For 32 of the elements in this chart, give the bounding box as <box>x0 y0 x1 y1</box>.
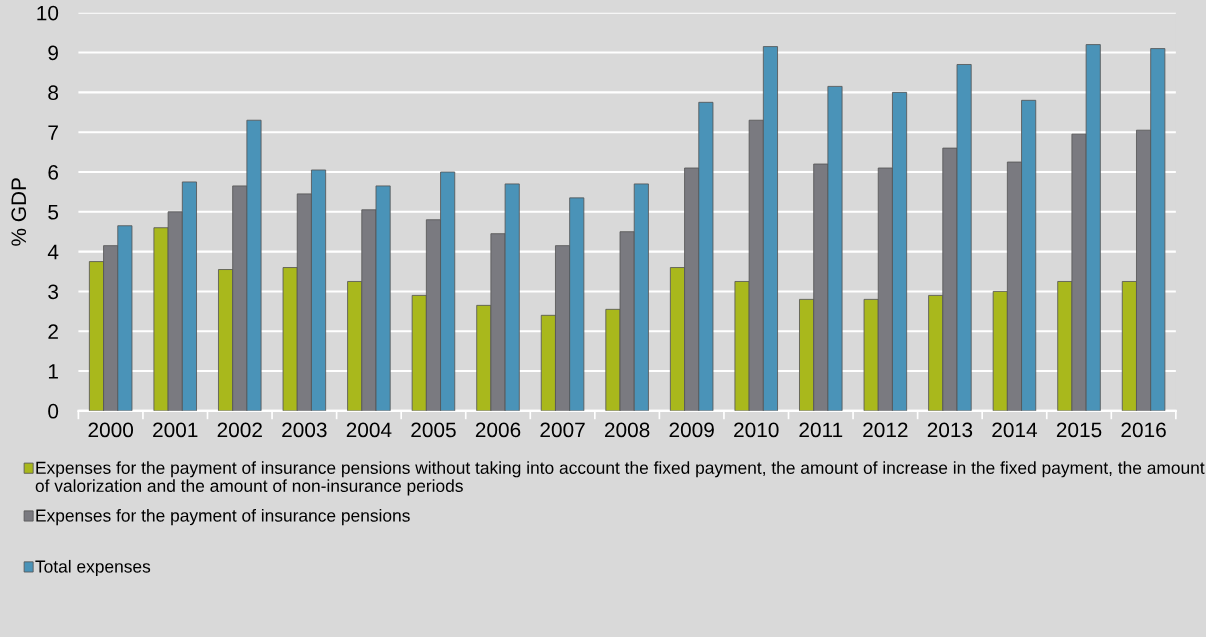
y-axis-title: % GDP <box>11 178 27 246</box>
x-tick-label: 2012 <box>863 422 908 438</box>
legend-label: Expenses for the payment of insurance pensions <box>36 508 410 526</box>
y-tick-label: 8 <box>48 85 59 101</box>
x-tick-label: 2005 <box>411 422 456 438</box>
x-tick-label: 2009 <box>669 422 714 438</box>
x-tick-label: 2010 <box>734 422 779 438</box>
x-tick-label: 2015 <box>1056 422 1102 438</box>
y-tick-label: 2 <box>48 324 58 339</box>
x-tick-label: 2008 <box>605 422 650 438</box>
legend-label: Total expenses <box>35 559 151 577</box>
x-tick-label: 2007 <box>540 422 585 438</box>
y-tick-label: 10 <box>37 5 59 21</box>
y-tick-label: 0 <box>48 403 59 419</box>
x-tick-label: 2011 <box>799 422 843 438</box>
legend-label: Expenses for the payment of insurance pensions without taking into account the fixed payment, the amount of increase in the fixed payment, the amount of valorization and the amount of non-insurance periods <box>35 461 1205 496</box>
y-tick-label: 6 <box>48 164 59 180</box>
x-tick-label: 2002 <box>217 422 262 438</box>
x-tick-label: 2004 <box>346 422 392 438</box>
x-tick-label: 2000 <box>88 422 134 438</box>
x-tick-label: 2003 <box>282 422 327 438</box>
x-tick-label: 2016 <box>1121 422 1166 438</box>
y-tick-label: 5 <box>48 205 59 220</box>
x-tick-label: 2006 <box>475 422 521 438</box>
x-tick-label: 2014 <box>992 422 1038 438</box>
x-tick-label: 2001 <box>153 422 198 438</box>
x-tick-label: 2013 <box>927 422 973 438</box>
y-tick-label: 9 <box>48 45 58 61</box>
y-tick-label: 1 <box>48 364 58 379</box>
y-tick-label: 4 <box>47 244 59 260</box>
y-tick-label: 3 <box>48 284 59 300</box>
y-tick-label: 7 <box>48 125 58 140</box>
